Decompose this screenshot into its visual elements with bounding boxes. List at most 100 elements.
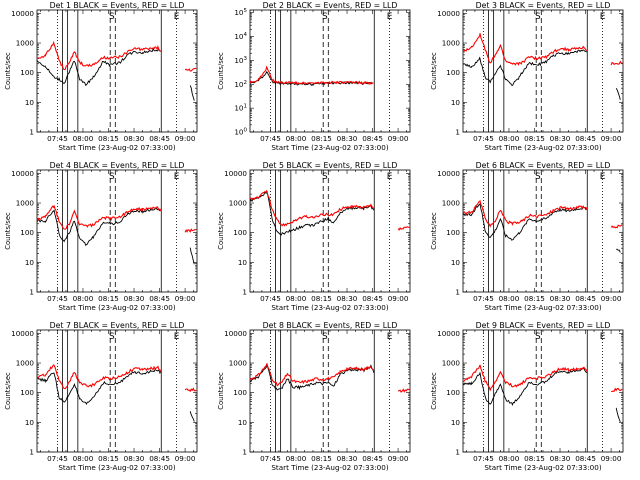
x-tick-label: 08:15 [524,134,545,143]
x-tick-label: 08:30 [124,454,145,463]
x-tick-label: 08:00 [73,294,94,303]
events-series-line [463,367,621,422]
x-tick-label: 08:30 [550,294,571,303]
x-tick-label: 09:00 [388,134,409,143]
plot-frame [249,169,411,293]
x-tick-label: 08:15 [524,294,545,303]
marker-symbol: E [174,332,180,342]
y-tick-label: 10 [451,418,461,427]
plot-frame [462,329,624,453]
x-tick-label: 08:45 [362,134,383,143]
events-series-line [37,206,195,265]
marker-symbol: S [322,172,328,182]
y-axis-label: Counts/sec [217,52,225,90]
x-tick-label: 08:15 [98,294,119,303]
y-axis-label: Counts/sec [4,52,12,90]
x-tick-label: 07:45 [473,294,494,303]
y-axis-label: Counts/sec [4,372,12,410]
x-tick-label: 08:15 [311,454,332,463]
y-tick-label: 1 [29,288,34,297]
y-tick-label: 100 [20,388,34,397]
x-tick-label: 08:15 [311,294,332,303]
plot-frame [36,329,198,453]
y-axis-label: Counts/sec [430,212,438,250]
y-tick-label: 1 [29,448,34,457]
marker-symbol: E [387,172,393,182]
y-tick-label: 102 [234,80,247,89]
marker-symbol: E [387,12,393,22]
x-axis-label: Start Time (23-Aug-02 07:33:00) [484,303,601,312]
lld-series-line [37,40,197,72]
x-axis-label: Start Time (23-Aug-02 07:33:00) [484,463,601,472]
x-tick-label: 08:30 [550,134,571,143]
lld-series-line [250,189,410,231]
y-tick-label: 10000 [11,9,34,18]
y-tick-label: 10000 [437,329,460,338]
x-axis-label: Start Time (23-Aug-02 07:33:00) [484,143,601,152]
x-tick-label: 08:30 [124,134,145,143]
x-tick-label: 09:00 [601,294,622,303]
y-tick-label: 1000 [229,199,248,208]
x-axis-label: Start Time (23-Aug-02 07:33:00) [58,303,175,312]
x-tick-label: 08:45 [575,294,596,303]
events-series-line [463,49,621,100]
panel-title: Det 8 BLACK = Events, RED = LLD [263,321,398,330]
y-tick-label: 100 [20,68,34,77]
panel-title: Det 1 BLACK = Events, RED = LLD [50,1,185,10]
events-series-line [37,48,195,101]
y-tick-label: 101 [234,104,247,113]
x-tick-label: 07:45 [47,294,68,303]
marker-symbol: S [322,332,328,342]
y-tick-label: 1000 [16,39,35,48]
y-tick-label: 10 [451,258,461,267]
y-axis-label: Counts/sec [430,52,438,90]
x-tick-label: 08:00 [499,294,520,303]
panel-title: Det 7 BLACK = Events, RED = LLD [50,321,185,330]
plot-frame [36,9,198,133]
marker-symbol: E [600,332,606,342]
x-tick-label: 08:00 [286,294,307,303]
panel-title: Det 5 BLACK = Events, RED = LLD [263,161,398,170]
x-tick-label: 07:45 [473,454,494,463]
x-tick-label: 08:15 [98,454,119,463]
y-tick-label: 10 [25,418,35,427]
panel-title: Det 6 BLACK = Events, RED = LLD [476,161,611,170]
y-tick-label: 1000 [442,359,461,368]
x-axis-label: Start Time (23-Aug-02 07:33:00) [271,463,388,472]
y-tick-label: 10 [238,258,248,267]
marker-symbol: S [535,12,541,22]
x-tick-label: 08:00 [73,134,94,143]
x-axis-label: Start Time (23-Aug-02 07:33:00) [58,463,175,472]
events-series-line [37,368,195,422]
lld-series-line [250,65,374,85]
events-series-line [250,364,375,391]
x-tick-label: 08:45 [149,454,170,463]
x-tick-label: 08:45 [575,454,596,463]
y-tick-label: 100 [446,388,460,397]
x-tick-label: 08:30 [337,294,358,303]
x-tick-label: 08:30 [124,294,145,303]
events-series-line [250,190,375,236]
lld-series-line [463,364,623,393]
y-tick-label: 1 [455,288,460,297]
marker-symbol: E [174,172,180,182]
y-tick-label: 10000 [437,9,460,18]
x-tick-label: 08:30 [337,134,358,143]
y-tick-label: 100 [233,388,247,397]
x-axis-label: Start Time (23-Aug-02 07:33:00) [271,303,388,312]
y-tick-label: 10000 [224,169,247,178]
x-tick-label: 08:45 [149,134,170,143]
panel-det6: Det 6 BLACK = Events, RED = LLD Counts/se… [430,161,624,312]
y-tick-label: 1000 [442,39,461,48]
marker-symbol: S [109,332,115,342]
lld-series-line [463,33,623,66]
panel-det2: Det 2 BLACK = Events, RED = LLD Counts/se… [217,1,411,152]
panel-det4: Det 4 BLACK = Events, RED = LLD Counts/se… [4,161,198,312]
x-tick-label: 07:45 [473,134,494,143]
y-tick-label: 1 [242,288,247,297]
x-tick-label: 08:15 [524,454,545,463]
y-tick-label: 105 [234,8,247,17]
